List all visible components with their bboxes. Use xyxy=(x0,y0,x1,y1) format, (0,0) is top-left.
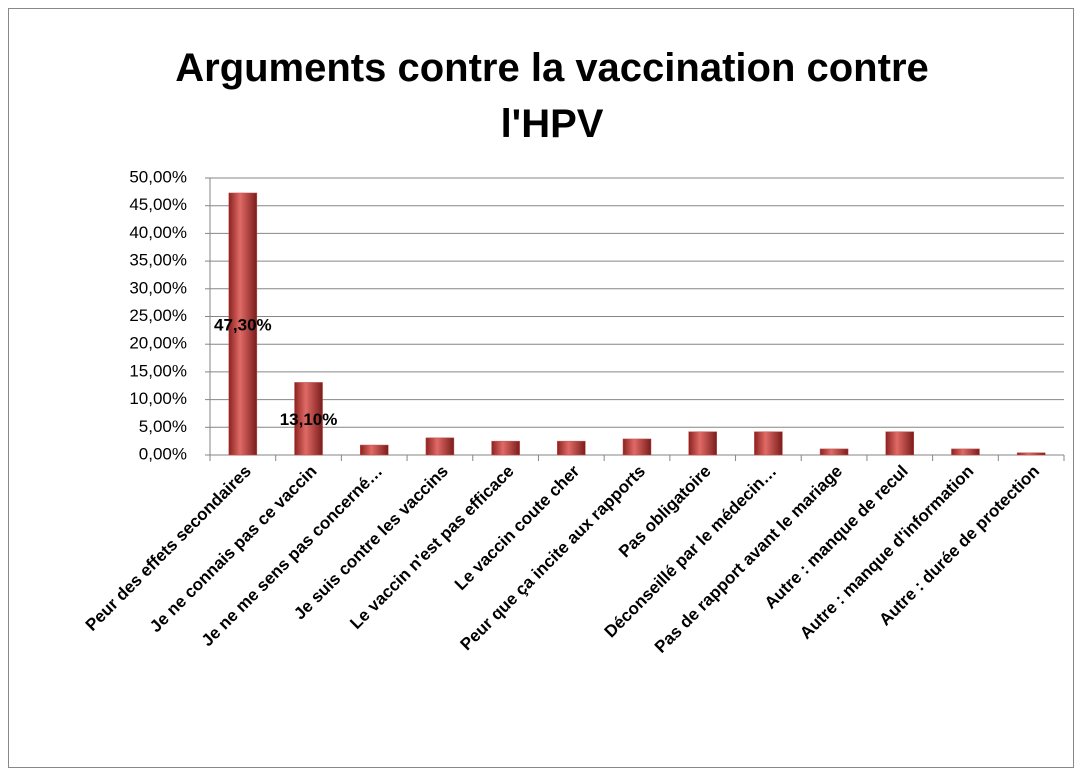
y-tick-label: 5,00% xyxy=(139,417,187,436)
bar xyxy=(819,448,849,456)
y-tick-label: 10,00% xyxy=(129,389,187,408)
bar xyxy=(491,440,520,456)
bar xyxy=(1016,452,1046,456)
y-tick-label: 20,00% xyxy=(129,334,187,353)
bar xyxy=(688,431,717,456)
bar xyxy=(622,438,652,456)
bar xyxy=(885,431,915,456)
y-tick-label: 45,00% xyxy=(129,195,187,214)
y-tick-label: 0,00% xyxy=(139,444,187,463)
y-tick-label: 25,00% xyxy=(129,306,187,325)
y-tick-label: 30,00% xyxy=(129,278,187,297)
bar xyxy=(557,440,586,456)
y-tick-label: 15,00% xyxy=(129,361,187,380)
y-tick-label: 50,00% xyxy=(129,167,187,186)
data-label: 47,30% xyxy=(214,315,272,334)
chart-title: Arguments contre la vaccination contre l… xyxy=(175,46,929,146)
bar xyxy=(425,437,455,456)
bar xyxy=(754,431,783,456)
bar xyxy=(294,382,323,456)
y-tick-label: 40,00% xyxy=(129,223,187,242)
bar xyxy=(951,448,980,456)
y-tick-label: 35,00% xyxy=(129,251,187,270)
bar xyxy=(228,192,258,456)
bar xyxy=(359,444,389,456)
x-tick-label: Le vaccin coute cher xyxy=(451,461,584,594)
data-label: 13,10% xyxy=(280,410,338,429)
